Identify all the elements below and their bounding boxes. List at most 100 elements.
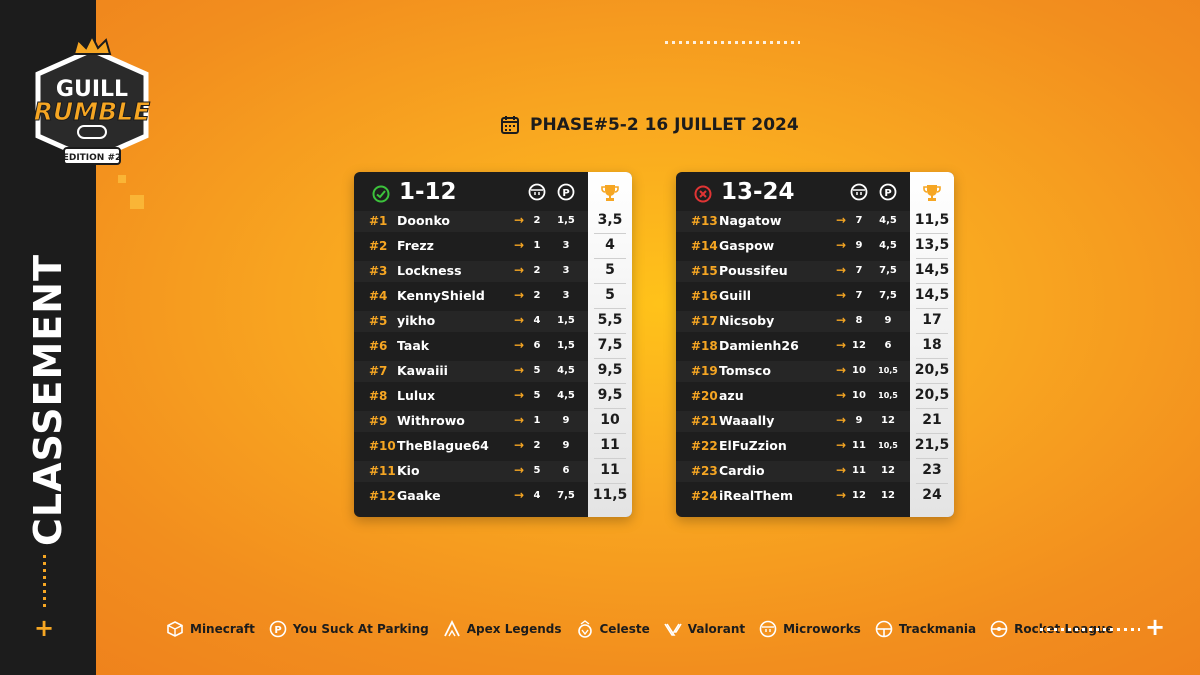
table-row: #15 Poussifeu → 7 7,5 14,5 [676,259,954,284]
total-score: 21,5 [914,437,950,453]
parking-value: 10,5 [878,366,898,375]
total-score: 21 [922,412,942,428]
total-score: 10 [600,412,620,428]
microworks-value: 2 [533,290,541,301]
total-score: 23 [922,462,942,478]
row-rank: #4 [369,289,388,303]
row-rank: #13 [691,214,718,228]
parking-value: 1,5 [557,340,575,351]
crown-icon [72,33,112,55]
arrow-right-icon: → [836,338,847,352]
row-rank: #3 [369,264,388,278]
total-score: 5 [605,287,615,303]
microworks-value: 5 [533,365,541,376]
row-rank: #24 [691,489,718,503]
player-name: Lockness [397,263,462,278]
microworks-value: 2 [533,215,541,226]
parking-value: 12 [881,465,895,476]
total-score: 14,5 [914,262,950,278]
controller-icon [77,125,107,139]
arrow-right-icon: → [514,238,525,252]
parking-value: 10,5 [878,391,898,400]
trophy-icon [923,185,941,201]
total-score: 5,5 [597,312,623,328]
total-score: 7,5 [597,337,623,353]
player-name: iRealThem [719,488,794,503]
game-label: Apex Legends [466,622,562,636]
table-row: #13 Nagatow → 7 4,5 11,5 [676,209,954,234]
parking-value: 12 [881,415,895,426]
table-row: #21 Waaally → 9 12 21 [676,409,954,434]
table-range: 1-12 [399,179,457,205]
trophy-icon [601,185,619,201]
microworks-value: 9 [855,415,863,426]
microworks-value: 4 [533,490,541,501]
parking-value: 10,5 [878,441,898,450]
row-rank: #1 [369,214,388,228]
microworks-icon [759,620,777,638]
svg-text:P: P [274,625,281,636]
arrow-right-icon: → [514,388,525,402]
player-name: TheBlague64 [397,438,489,453]
parking-value: 4,5 [557,365,575,376]
arrow-right-icon: → [514,363,525,377]
table-row: #11 Kio → 5 6 11 [354,459,632,484]
total-score: 4 [605,237,615,253]
player-name: Nicsoby [719,313,775,328]
table-row: #14 Gaspow → 9 4,5 13,5 [676,234,954,259]
valorant-icon [664,623,682,636]
player-name: azu [719,388,744,403]
table-row: #18 Damienh26 → 12 6 18 [676,334,954,359]
parking-value: 3 [562,240,570,251]
total-score: 20,5 [914,362,950,378]
game-apex-legends: Apex Legends [443,620,562,638]
player-name: Lulux [397,388,436,403]
table-row: #20 azu → 10 10,5 20,5 [676,384,954,409]
table-row: #8 Lulux → 5 4,5 9,5 [354,384,632,409]
game-label: Trackmania [898,622,977,636]
microworks-value: 4 [533,315,541,326]
plus-icon: + [34,614,55,642]
parking-value: 4,5 [879,240,897,251]
total-score: 17 [922,312,942,328]
svg-text:P: P [562,188,569,199]
player-name: Cardio [719,463,765,478]
parking-value: 12 [881,490,895,501]
total-score: 13,5 [914,237,950,253]
total-score: 5 [605,262,615,278]
arrow-right-icon: → [836,288,847,302]
table-rows: #13 Nagatow → 7 4,5 11,5 #14 Gaspow → 9 4,5 13,5 #… [676,209,954,509]
row-rank: #2 [369,239,388,253]
sidebar-title: CLASSEMENT [26,254,70,546]
parking-value: 7,5 [879,290,897,301]
parking-value: 4,5 [557,390,575,401]
microworks-value: 7 [855,215,863,226]
row-rank: #11 [369,464,396,478]
arrow-right-icon: → [836,363,847,377]
game-label: You Suck At Parking [292,622,429,636]
table-row: #4 KennyShield → 2 3 5 [354,284,632,309]
row-rank: #22 [691,439,718,453]
row-rank: #9 [369,414,388,428]
arrow-right-icon: → [836,213,847,227]
row-rank: #17 [691,314,718,328]
total-score: 24 [922,487,942,503]
parking-value: 6 [884,340,892,351]
table-row: #16 Guill → 7 7,5 14,5 [676,284,954,309]
microworks-icon [850,183,868,201]
arrow-right-icon: → [514,438,525,452]
arrow-right-icon: → [514,413,525,427]
microworks-value: 8 [855,315,863,326]
row-rank: #23 [691,464,718,478]
microworks-value: 7 [855,290,863,301]
parking-value: 7,5 [557,490,575,501]
decorative-dots [665,41,800,44]
table-row: #5 yikho → 4 1,5 5,5 [354,309,632,334]
player-name: Withrowo [397,413,465,428]
game-valorant: Valorant [664,620,745,638]
ranking-table: 13-24 P #13 Nagatow → 7 4,5 11,5 #14 Gaspow → 9 4… [676,172,954,517]
arrow-right-icon: → [514,263,525,277]
total-score: 11 [600,462,620,478]
table-row: #6 Taak → 6 1,5 7,5 [354,334,632,359]
calendar-icon [501,116,519,134]
